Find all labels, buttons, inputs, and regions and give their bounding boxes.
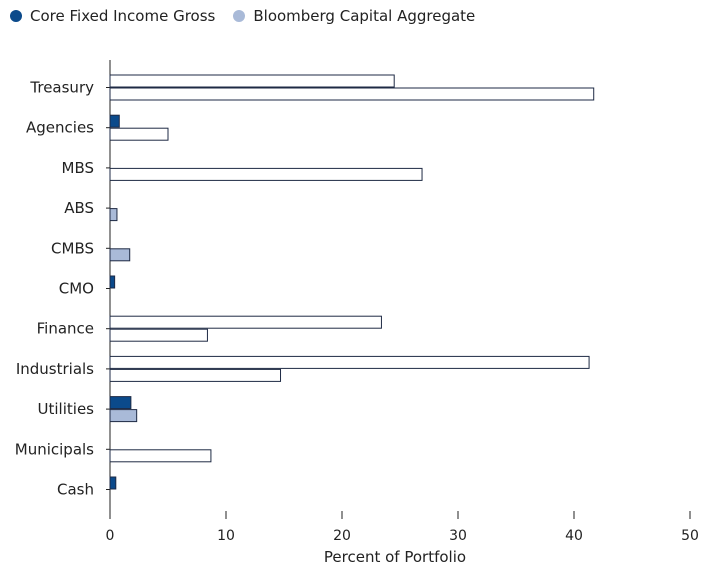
category-label-municipals: Municipals	[15, 440, 94, 458]
x-tick-label: 20	[333, 528, 351, 544]
bar-core-fixed-income-gross-utilities	[110, 397, 131, 409]
bar-bloomberg-capital-aggregate-utilities	[110, 410, 137, 422]
bar-bloomberg-capital-aggregate-agencies	[110, 128, 168, 140]
category-label-industrials: Industrials	[16, 360, 94, 378]
category-label-abs: ABS	[64, 199, 94, 217]
bar-core-fixed-income-gross-finance	[110, 316, 381, 328]
x-tick-label: 30	[449, 528, 467, 544]
category-label-cash: Cash	[57, 481, 94, 499]
x-tick-label: 40	[565, 528, 583, 544]
x-axis-title: Percent of Portfolio	[324, 548, 466, 565]
bar-bloomberg-capital-aggregate-municipals	[110, 450, 211, 462]
bar-core-fixed-income-gross-cmo	[110, 276, 115, 288]
category-label-agencies: Agencies	[26, 119, 94, 137]
x-tick-label: 50	[681, 528, 699, 544]
category-label-treasury: Treasury	[29, 79, 94, 97]
bar-core-fixed-income-gross-industrials	[110, 356, 589, 368]
bar-core-fixed-income-gross-treasury	[110, 75, 394, 87]
bar-core-fixed-income-gross-agencies	[110, 115, 119, 127]
bar-bloomberg-capital-aggregate-industrials	[110, 369, 281, 381]
bar-bloomberg-capital-aggregate-mbs	[110, 168, 422, 180]
category-label-finance: Finance	[37, 320, 94, 338]
bar-bloomberg-capital-aggregate-cmbs	[110, 249, 130, 261]
bar-bloomberg-capital-aggregate-treasury	[110, 88, 594, 100]
bar-core-fixed-income-gross-cash	[110, 477, 116, 489]
category-label-cmbs: CMBS	[51, 239, 94, 257]
bar-bloomberg-capital-aggregate-finance	[110, 329, 207, 341]
x-tick-label: 0	[106, 528, 115, 544]
x-tick-label: 10	[217, 528, 235, 544]
bar-bloomberg-capital-aggregate-abs	[110, 209, 117, 221]
category-label-utilities: Utilities	[38, 400, 95, 418]
category-label-cmo: CMO	[59, 280, 94, 298]
category-label-mbs: MBS	[62, 159, 95, 177]
